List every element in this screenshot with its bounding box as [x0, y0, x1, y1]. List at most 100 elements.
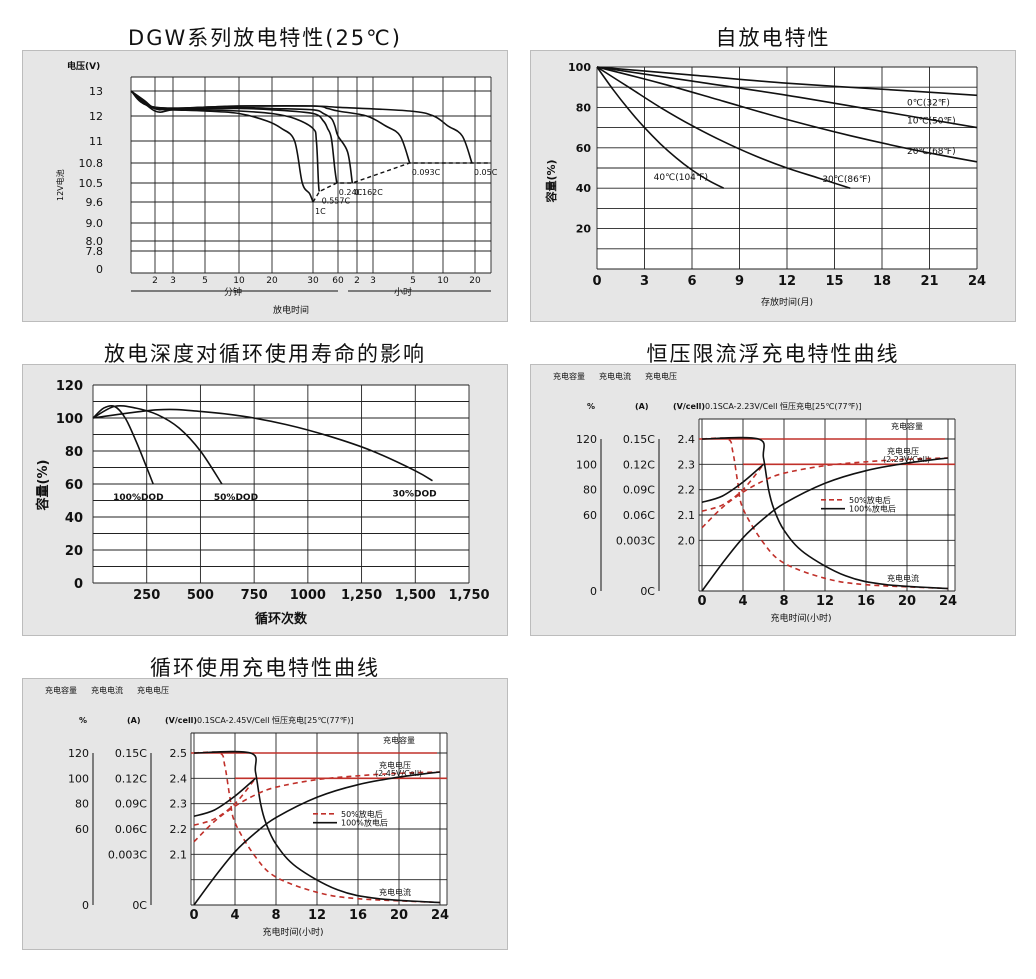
- chart5-xlabel: 充电时间(小时): [262, 926, 323, 938]
- chart2-series-1: [596, 66, 978, 129]
- chart1-xtick-8: 3: [370, 276, 376, 286]
- chart1-xtick-5: 30: [307, 276, 319, 286]
- chart1-ylabel: 电压(V): [67, 60, 100, 72]
- chart3-ytick-0: 120: [56, 379, 83, 394]
- chart1-ytick-6: 9.0: [86, 217, 104, 230]
- chart5-voltage-tick-1: 2.4: [170, 772, 188, 785]
- chart2-series-label-3: 30℃(86℉): [822, 175, 871, 185]
- chart3-series-0: [92, 404, 154, 485]
- chart1-title: DGW系列放电特性(25℃): [128, 26, 402, 50]
- chart3-xtick-5: 1,500: [395, 588, 436, 603]
- chart2-series-label-1: 10℃(50℉): [907, 117, 956, 127]
- chart2-svg: 100 80 60 40 20 0 3 6 9 12 15 18 21 24 容量(%) 存放时间(月) 0℃(…: [544, 61, 986, 308]
- chart5-header-0: 充电容量: [45, 685, 77, 695]
- chart4-voltage-tick-4: 2.0: [678, 534, 696, 547]
- chart2-ylabel: 容量(%): [544, 159, 558, 203]
- chart1-end-voltage-line: [312, 162, 491, 203]
- chart4-series-0: [701, 437, 949, 590]
- chart5-pct-tick-6: 0: [82, 899, 89, 912]
- chart4-unit-1: (A): [635, 402, 649, 411]
- chart3-ytick-4: 40: [65, 511, 83, 526]
- chart5-pct-tick-1: 100: [68, 772, 89, 785]
- chart5-current-tick-2: 0.09C: [115, 798, 147, 811]
- chart4-voltage-tick-0: 2.4: [678, 433, 696, 446]
- chart3-title: 放电深度对循环使用寿命的影响: [104, 342, 426, 366]
- chart1-series-5: [130, 90, 473, 164]
- chart3-series-label-1: 50%DOD: [214, 493, 258, 503]
- chart2-xtick-2: 6: [687, 274, 696, 289]
- chart2-ytick-1: 80: [576, 101, 592, 114]
- chart2-series-label-0: 0℃(32℉): [907, 98, 950, 108]
- chart1-series-label-5: 0.05C: [474, 168, 498, 177]
- chart5-label-voltage-b: (2.45V/Cell): [375, 769, 422, 778]
- chart1-series-label-4: 0.093C: [412, 168, 441, 177]
- chart4-frame: 充电容量 充电电流 充电电压% (A) (V/cell) 0.1SCA-2.23V/Cel…: [530, 364, 1016, 636]
- chart5-voltage-rise-50: [193, 777, 257, 826]
- chart1-ytick-1: 12: [89, 110, 103, 123]
- chart1-xtick-7: 2: [354, 276, 360, 286]
- chart5-legend-100: 100%放电后: [341, 818, 388, 828]
- chart3-frame: 120 100 80 60 40 20 0 250 500 750 1000 1,250 1,500 1,…: [22, 364, 508, 636]
- chart3-series-label-0: 100%DOD: [113, 493, 163, 503]
- chart2-xtick-0: 0: [592, 274, 601, 289]
- chart3-xtick-1: 500: [187, 588, 214, 603]
- chart2-xtick-1: 3: [640, 274, 649, 289]
- chart4-pct-tick-2: 80: [583, 484, 597, 497]
- chart5-svg: 充电容量 充电电流 充电电压% (A) (V/cell) 0.1SCA-2.45V/Cel…: [45, 685, 449, 938]
- chart5-voltage-tick-2: 2.3: [170, 798, 188, 811]
- chart5-grid: [190, 732, 448, 906]
- chart1-series-label-0: 1C: [315, 207, 326, 216]
- chart4-current-tick-2: 0.09C: [623, 484, 655, 497]
- chart4-current-tick-3: 0.06C: [623, 509, 655, 522]
- chart2-xtick-3: 9: [735, 274, 744, 289]
- chart1-ytick-7: 8.0: [86, 235, 104, 248]
- chart2-title: 自放电特性: [715, 26, 831, 50]
- chart3-xtick-0: 250: [133, 588, 160, 603]
- chart4-grid: [698, 418, 956, 592]
- chart3-xtick-6: 1,750: [448, 588, 489, 603]
- chart5-label-current: 充电电流: [379, 887, 411, 897]
- chart3-grid: [92, 384, 470, 584]
- chart1-xtick-2: 5: [202, 276, 208, 286]
- chart3-ytick-2: 80: [65, 445, 83, 460]
- chart4-series-1: [701, 436, 949, 590]
- chart2-series-3: [596, 66, 851, 189]
- chart5-xtick-3: 12: [308, 908, 326, 923]
- chart4-xtick-3: 12: [816, 594, 834, 609]
- chart4-plot-area: [699, 419, 955, 591]
- chart4-current-tick-1: 0.12C: [623, 458, 655, 471]
- chart5-xtick-4: 16: [349, 908, 367, 923]
- chart3-ytick-6: 0: [74, 577, 83, 592]
- chart5-voltage-tick-3: 2.2: [170, 823, 188, 836]
- chart2-xtick-5: 15: [825, 274, 843, 289]
- chart4-legend-50: 50%放电后: [849, 495, 891, 505]
- chart3-ytick-5: 20: [65, 544, 83, 559]
- chart2-series-4: [596, 66, 725, 189]
- chart4-voltage-rise-100: [701, 463, 765, 504]
- chart2-xtick-4: 12: [778, 274, 796, 289]
- chart2-frame: 100 80 60 40 20 0 3 6 9 12 15 18 21 24 容量(%) 存放时间(月) 0℃(…: [530, 50, 1016, 322]
- chart1-xtick-9: 5: [410, 276, 416, 286]
- chart5-unit-2: (V/cell): [165, 716, 197, 725]
- chart4-title: 恒压限流浮充电特性曲线: [646, 342, 900, 366]
- chart4-legend-100: 100%放电后: [849, 504, 896, 514]
- chart4-xtick-5: 20: [898, 594, 916, 609]
- chart4-xtick-0: 0: [697, 594, 706, 609]
- chart2-ytick-0: 100: [568, 61, 591, 74]
- chart4-xtick-4: 16: [857, 594, 875, 609]
- chart3-series-2: [92, 408, 433, 482]
- chart5-condition: 0.1SCA-2.45V/Cell 恒压充电[25℃(77℉)]: [197, 715, 354, 725]
- chart2-ytick-4: 20: [576, 223, 592, 236]
- chart3-svg: 120 100 80 60 40 20 0 250 500 750 1000 1,250 1,500 1,…: [35, 379, 490, 627]
- chart5-current-tick-1: 0.12C: [115, 772, 147, 785]
- chart5-pct-tick-3: 60: [75, 823, 89, 836]
- chart5-unit-0: %: [79, 716, 87, 725]
- chart5-header-2: 充电电压: [137, 685, 169, 695]
- chart4-header-2: 充电电压: [645, 371, 677, 381]
- chart1-xtick-0: 2: [152, 276, 158, 286]
- chart4-xlabel: 充电时间(小时): [770, 612, 831, 624]
- chart5-label-voltage-a: 充电电压: [379, 760, 411, 770]
- chart4-header-1: 充电电流: [599, 371, 631, 381]
- chart2-series-2: [596, 66, 978, 163]
